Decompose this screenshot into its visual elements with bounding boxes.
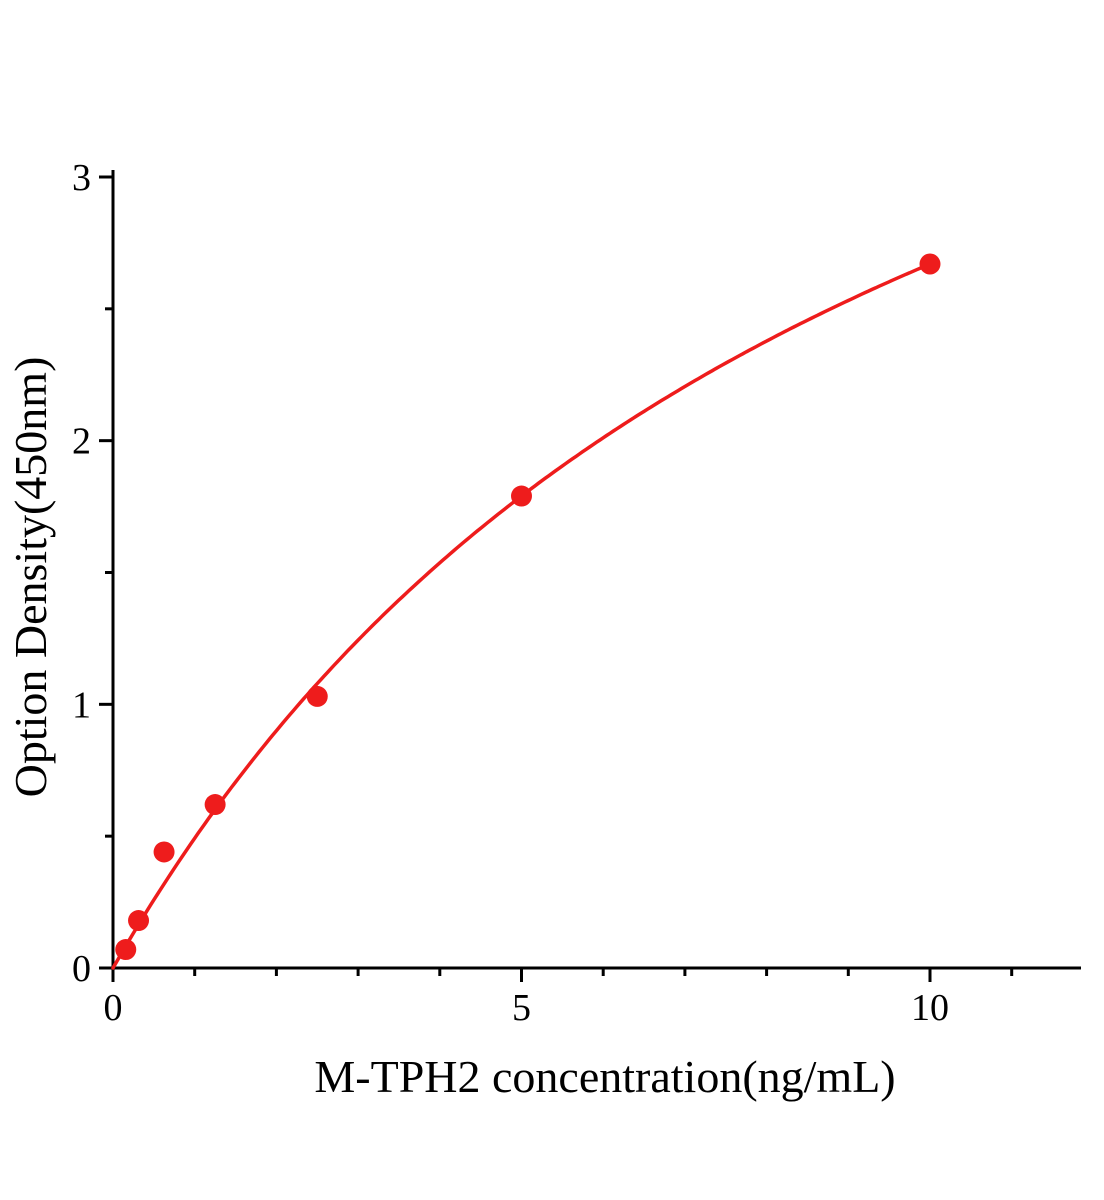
data-point — [306, 685, 328, 707]
x-tick-label: 10 — [911, 987, 949, 1029]
data-point — [511, 485, 532, 507]
plot-layer: 0 5 10 0 1 2 3 — [72, 157, 1081, 1029]
data-point — [128, 910, 150, 932]
data-point — [919, 253, 941, 275]
x-axis-label: M-TPH2 concentration(ng/mL) — [314, 1051, 895, 1102]
data-point — [204, 794, 226, 816]
fit-curve — [111, 262, 932, 970]
y-tick-label: 0 — [72, 948, 91, 990]
y-axis-label: Option Density(450nm) — [5, 357, 56, 798]
data-point — [115, 939, 137, 961]
x-tick-label: 0 — [104, 987, 123, 1029]
data-point — [153, 841, 175, 863]
y-tick-label: 2 — [72, 421, 91, 463]
y-tick-label: 3 — [72, 157, 91, 199]
y-tick-label: 1 — [72, 684, 91, 726]
x-tick-label: 5 — [512, 987, 531, 1029]
